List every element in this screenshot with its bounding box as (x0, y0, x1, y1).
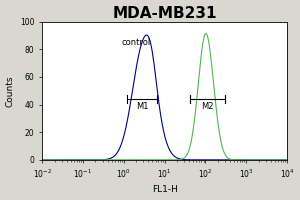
X-axis label: FL1-H: FL1-H (152, 185, 178, 194)
Text: M1: M1 (136, 102, 148, 111)
Text: M2: M2 (201, 102, 214, 111)
Text: control: control (122, 38, 151, 47)
Y-axis label: Counts: Counts (6, 75, 15, 107)
Title: MDA-MB231: MDA-MB231 (112, 6, 217, 21)
